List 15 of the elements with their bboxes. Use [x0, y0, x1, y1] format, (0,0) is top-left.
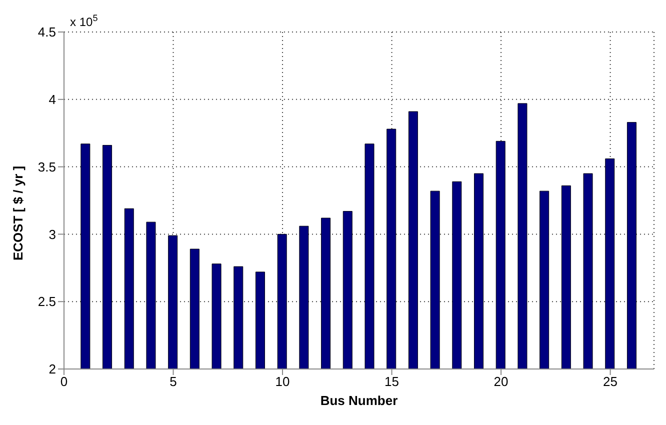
x-tick-label: 20 — [494, 374, 508, 390]
y-axis-title: ECOST [ $ / yr ] — [10, 166, 26, 260]
y-tick-label: 4.5 — [38, 24, 56, 40]
x-axis-title: Bus Number — [320, 393, 398, 408]
y-tick-label: 2.5 — [38, 294, 56, 310]
x-tick-label: 25 — [603, 374, 618, 390]
y-tick-label: 3 — [48, 226, 56, 242]
y-tick-label: 2 — [48, 362, 56, 377]
y-tick-label: 3.5 — [38, 159, 56, 174]
x-tick-label: 15 — [384, 374, 400, 390]
y-tick-label: 4 — [48, 92, 56, 108]
text: x 10$^{5}$ — [70, 13, 98, 29]
x-tick-label: 0 — [60, 374, 68, 390]
x-tick-label: 5 — [170, 374, 177, 390]
x-tick-label: 10 — [275, 374, 290, 390]
